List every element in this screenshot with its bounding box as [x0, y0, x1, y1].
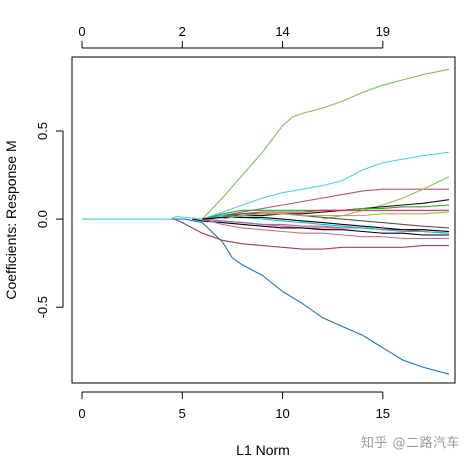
- top-tick-label: 2: [179, 24, 186, 39]
- series-line-16: [202, 216, 450, 233]
- series-line-14: [174, 218, 449, 250]
- series-layer: [82, 68, 450, 375]
- y-axis-title: Coefficients: Response M: [3, 140, 19, 299]
- y-tick-label: -0.5: [35, 296, 50, 318]
- x-axis-title: L1 Norm: [236, 442, 290, 458]
- x-tick-label: 0: [78, 406, 85, 421]
- series-line-5: [322, 176, 450, 220]
- x-axis-bottom: 0 5 10 15: [78, 391, 390, 421]
- series-line-4: [202, 188, 449, 220]
- series-line-3: [202, 151, 450, 220]
- y-axis-left: -0.5 0.0 0.5: [35, 122, 64, 318]
- series-line-12: [192, 218, 449, 236]
- series-line-18: [222, 211, 450, 220]
- series-line-17: [82, 215, 203, 220]
- x-tick-label: 15: [376, 406, 390, 421]
- top-tick-label: 0: [78, 24, 85, 39]
- x-tick-label: 5: [179, 406, 186, 421]
- plot-frame: [71, 56, 456, 384]
- series-line-1: [82, 218, 450, 375]
- x-tick-label: 10: [275, 406, 289, 421]
- y-tick-label: 0.5: [35, 122, 50, 140]
- series-line-9: [202, 213, 450, 229]
- y-tick-label: 0.0: [35, 210, 50, 228]
- series-line-15: [202, 218, 449, 240]
- x-axis-top: 0 2 14 19: [78, 24, 390, 49]
- watermark: 知乎 @二路汽车: [360, 436, 460, 451]
- top-tick-label: 19: [376, 24, 390, 39]
- series-line-2: [201, 68, 450, 220]
- top-tick-label: 14: [275, 24, 289, 39]
